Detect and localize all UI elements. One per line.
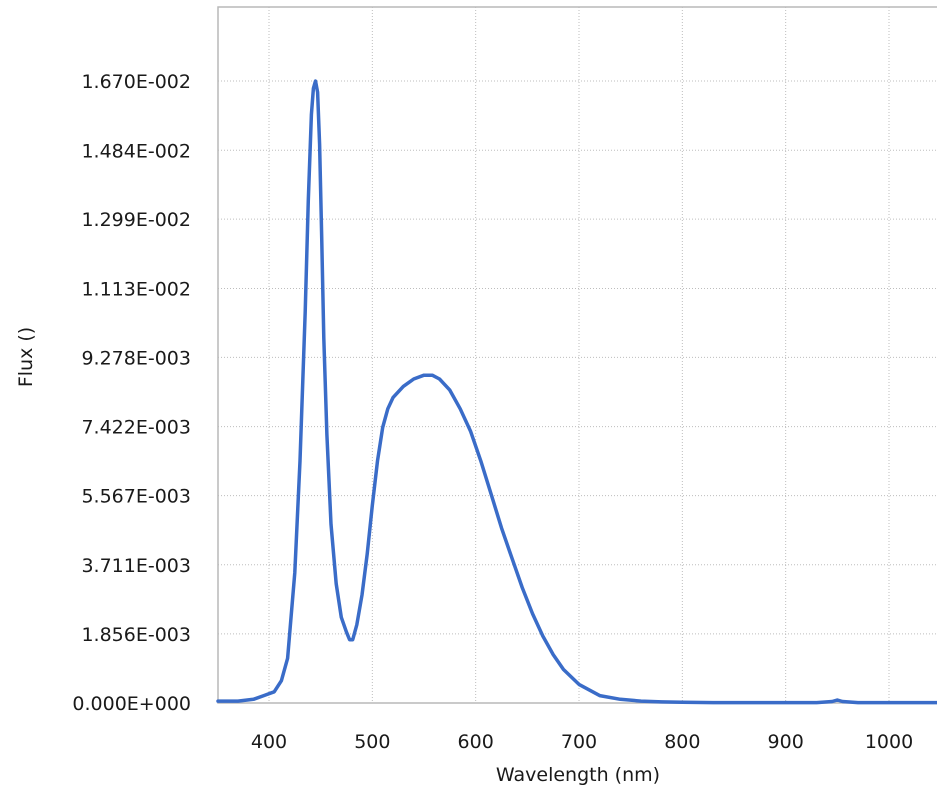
y-axis-title: Flux () — [15, 327, 37, 387]
y-tick-label: 1.484E-002 — [81, 140, 191, 162]
x-tick-label: 700 — [561, 731, 597, 753]
y-tick-label: 3.711E-003 — [81, 555, 191, 577]
y-tick-label: 1.670E-002 — [81, 71, 191, 93]
y-tick-labels: 0.000E+000 1.856E-003 3.711E-003 5.567E-003… — [72, 71, 191, 715]
x-tick-label: 900 — [768, 731, 804, 753]
y-tick-label: 7.422E-003 — [81, 417, 191, 439]
y-tick-label: 5.567E-003 — [81, 486, 191, 508]
grid-lines — [218, 7, 937, 703]
y-tick-label: 1.856E-003 — [81, 624, 191, 646]
flux-series-line — [216, 79, 937, 705]
plot-frame — [217, 6, 937, 704]
y-tick-label: 9.278E-003 — [81, 347, 191, 369]
x-axis-title: Wavelength (nm) — [496, 764, 660, 786]
x-tick-label: 500 — [354, 731, 390, 753]
y-tick-label: 0.000E+000 — [72, 693, 191, 715]
x-tick-label: 600 — [458, 731, 494, 753]
y-tick-label: 1.299E-002 — [81, 209, 191, 231]
series-group — [216, 79, 937, 705]
y-tick-label: 1.113E-002 — [81, 278, 191, 300]
x-tick-label: 400 — [251, 731, 287, 753]
x-tick-label: 1000 — [865, 731, 913, 753]
x-tick-label: 800 — [664, 731, 700, 753]
x-tick-labels: 400 500 600 700 800 900 1000 — [251, 731, 913, 753]
